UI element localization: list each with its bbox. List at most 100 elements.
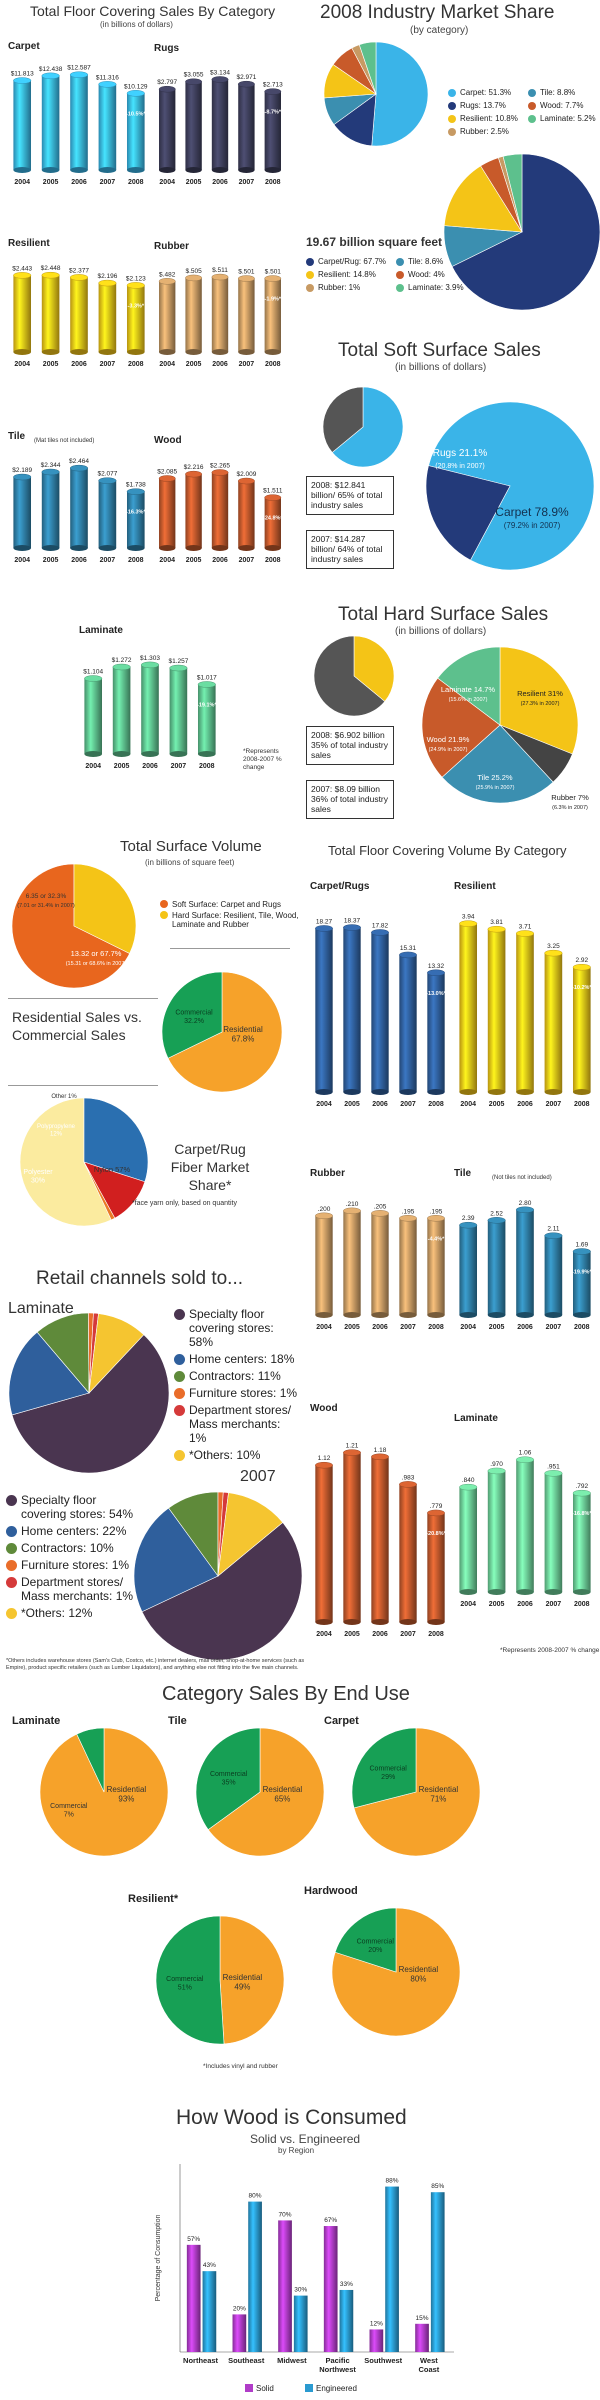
- bar-2006: [371, 1210, 389, 1318]
- bar-value-label: $2.009: [236, 471, 256, 478]
- legend-swatch: [396, 270, 404, 279]
- x-tick-label: 2005: [186, 361, 202, 368]
- bar-value-label: .210: [346, 1201, 359, 1208]
- x-tick-label: 2007: [239, 557, 255, 564]
- pie-label: Commercial: [50, 1803, 88, 1810]
- resilient-sales-chart: Resilient $2.443 2004 $2.448 2005 $2.377 2006 $…: [8, 238, 146, 368]
- x-tick-label: 2004: [14, 179, 30, 186]
- x-tick-label: Southwest: [364, 2356, 402, 2365]
- bar-value-label: $1.272: [112, 657, 132, 664]
- x-tick-label: 2004: [460, 1101, 476, 1108]
- x-tick-label: 2005: [43, 361, 59, 368]
- market-share-sales-legend: Carpet: 51.3% Tile: 8.8% Rugs: 13.7% Wood: …: [448, 86, 598, 138]
- bar-value-label: $2.344: [41, 462, 61, 469]
- change-label: -10.5%*: [126, 111, 146, 117]
- hard-2007-callout: 2007: $8.09 billion 36% of total industr…: [306, 780, 394, 819]
- x-tick-label: 2006: [71, 179, 87, 186]
- legend-label: Furniture stores: 1%: [21, 1558, 130, 1572]
- retail-title: Retail channels sold to...: [36, 1268, 244, 1289]
- x-tick-label: 2008: [128, 179, 144, 186]
- pie-slice: [217, 1492, 284, 1577]
- market-share-volume-legend: Carpet/Rug: 67.7% Tile: 8.6% Resilient: 14…: [306, 255, 464, 294]
- bar-value-label: 12%: [370, 2320, 383, 2327]
- bar-engineered: [202, 2271, 217, 2352]
- chart-title: Laminate: [454, 1413, 498, 1424]
- bar-value-label: 17.82: [372, 922, 389, 929]
- bar-engineered: [385, 2186, 399, 2352]
- legend-item: Furniture stores: 1%: [6, 1558, 134, 1572]
- bar-2005: [185, 470, 203, 551]
- change-label: -10.2%*: [572, 985, 592, 991]
- legend-item: Carpet/Rug: 67.7%: [306, 257, 396, 266]
- bar-2007: [399, 1481, 417, 1625]
- rubber-volume-chart: Rubber .200 2004 .210 2005 .205 2006 .195 2007 .1…: [310, 1168, 445, 1331]
- bar-solid: [186, 2244, 201, 2352]
- bar-value-label: $.505: [185, 268, 202, 275]
- pie-slice: [73, 863, 137, 954]
- fiber-pie: Nylon 57% Polyester 30% Polypropylene 12% Oth…: [19, 1094, 149, 1227]
- legend-label: Contractors: 11%: [189, 1369, 281, 1383]
- bar-value-label: $11.813: [11, 71, 34, 78]
- legend-item: Resilient: 14.8%: [306, 270, 396, 279]
- volume-change-note: *Represents 2008-2007 % change: [500, 1647, 600, 1654]
- bar-value-label: $3.134: [210, 69, 230, 76]
- pie-title: Resilient*: [128, 1893, 179, 1905]
- bar-value-label: 1.69: [575, 1241, 588, 1248]
- bar-2007: [169, 664, 188, 757]
- bar-2008: [264, 494, 282, 551]
- chart-title: Tile: [8, 431, 25, 442]
- change-label: -20.8%*: [426, 1531, 446, 1537]
- x-tick-label: 2004: [316, 1631, 332, 1638]
- pie-label: 29%: [381, 1774, 395, 1781]
- sales-change-note: *Represents 2008-2007 % change: [243, 748, 282, 772]
- bar-2004: [459, 1483, 478, 1595]
- x-tick-label: 2006: [372, 1631, 388, 1638]
- pie-label: (20.8% in 2007): [435, 463, 484, 470]
- legend-label: *Others: 12%: [21, 1606, 93, 1620]
- bar-2007: [544, 1470, 563, 1595]
- bar-value-label: 43%: [203, 2262, 216, 2269]
- hard-surface-pie: Resilient 31% (27.3% in 2007) Rubber 7% (6.…: [421, 646, 589, 811]
- x-tick-label: 2005: [43, 557, 59, 564]
- legend-swatch: [396, 283, 404, 292]
- pie-slice: [8, 1331, 90, 1416]
- bar-2006: [515, 930, 535, 1095]
- pie-label: Residential: [223, 1025, 263, 1034]
- x-tick-label: 2007: [100, 179, 116, 186]
- bar-2004: [315, 1212, 333, 1318]
- legend-item: Tile: 8.8%: [528, 88, 598, 97]
- legend-swatch: [396, 257, 404, 266]
- bar-value-label: 88%: [386, 2178, 399, 2185]
- soft-surface-small-pie: [322, 386, 404, 468]
- bar-value-label: .205: [374, 1203, 387, 1210]
- x-tick-label: 2004: [159, 361, 175, 368]
- change-label: -24.8%*: [263, 516, 283, 522]
- pie-label: (15.6% in 2007): [449, 697, 488, 703]
- legend-item: Specialty floor covering stores: 58%: [174, 1307, 300, 1349]
- bar-2004: [13, 77, 32, 173]
- pie-label: Carpet 78.9%: [495, 505, 569, 519]
- x-tick-label: 2007: [171, 763, 187, 770]
- bar-2008: [572, 1248, 591, 1318]
- retail-2007-label: Laminate: [8, 1300, 74, 1317]
- surface-volume-subtitle: (in billions of square feet): [145, 858, 235, 867]
- x-tick-label: 2004: [316, 1101, 332, 1108]
- pie-label: Polypropylene: [37, 1124, 76, 1130]
- x-tick-label: Northeast: [183, 2356, 219, 2365]
- x-tick-label: Pacific: [325, 2356, 349, 2365]
- bar-2006: [515, 1456, 535, 1595]
- legend-item: *Others: 12%: [6, 1606, 134, 1620]
- x-tick-label: 2008: [574, 1601, 590, 1608]
- x-tick-label: 2007: [400, 1631, 416, 1638]
- bar-engineered: [339, 2289, 354, 2352]
- pie-slice: [425, 465, 511, 561]
- bar-engineered: [293, 2295, 308, 2352]
- bar-value-label: $2.464: [69, 458, 89, 465]
- legend-label: Rubber: 2.5%: [460, 127, 509, 136]
- legend-item: Rubber: 2.5%: [448, 127, 528, 136]
- bar-2007: [237, 477, 255, 551]
